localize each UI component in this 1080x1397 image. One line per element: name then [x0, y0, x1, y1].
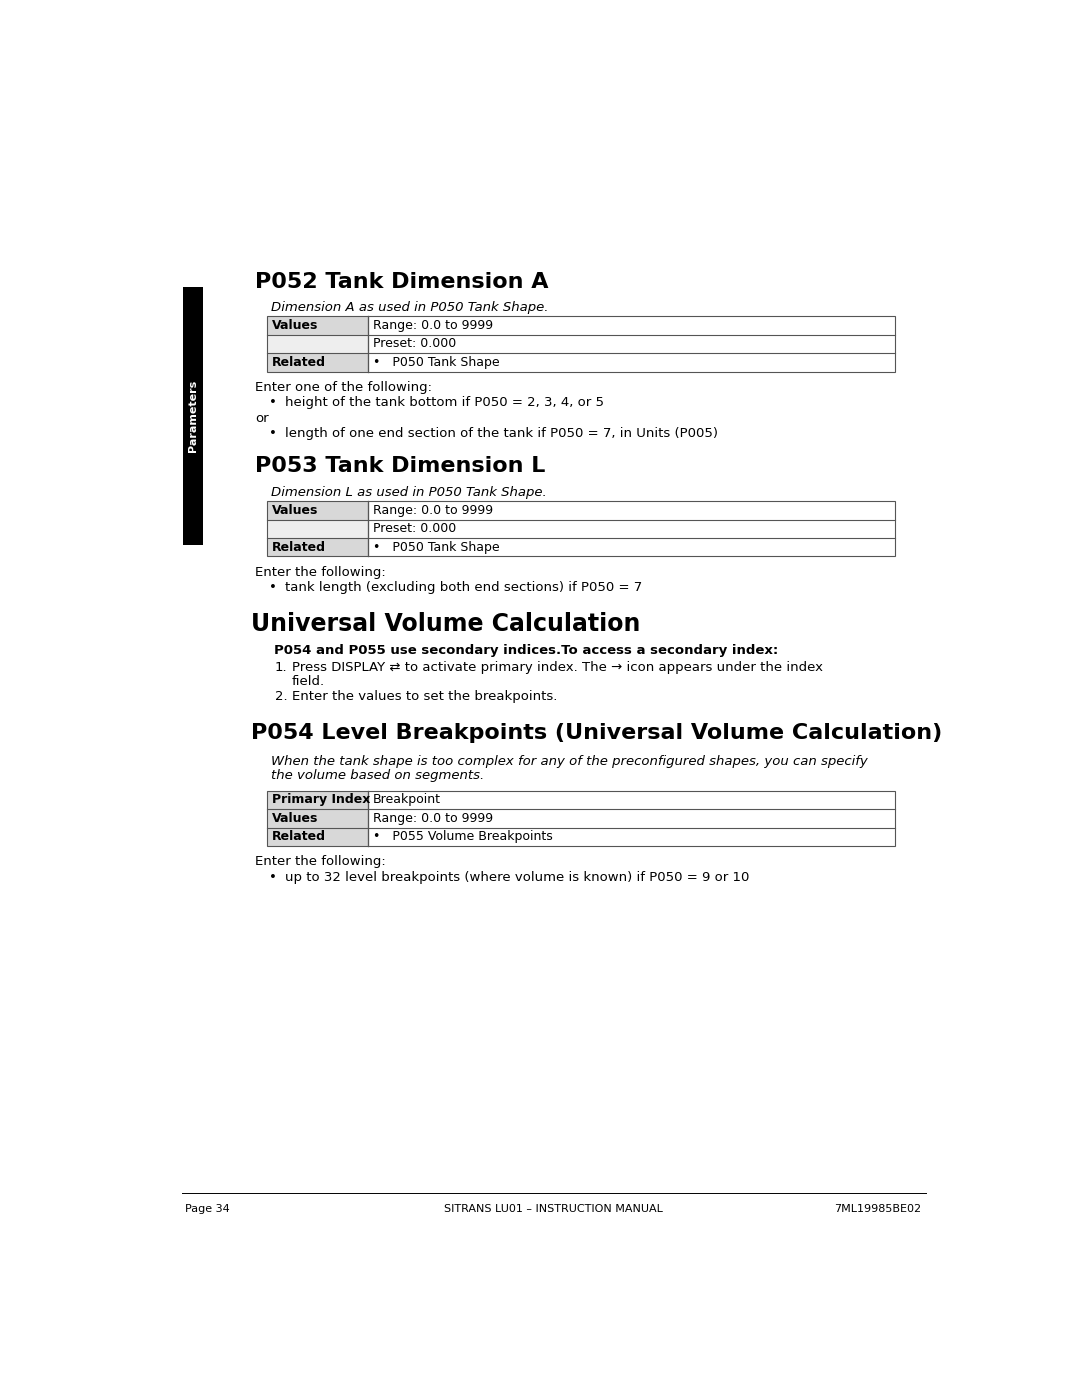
Text: Range: 0.0 to 9999: Range: 0.0 to 9999 [373, 504, 494, 517]
Text: Primary Index: Primary Index [272, 793, 370, 806]
Text: Preset: 0.000: Preset: 0.000 [373, 338, 456, 351]
Text: Values: Values [272, 812, 319, 824]
Text: 2.: 2. [274, 690, 287, 704]
Text: or: or [255, 412, 269, 425]
Text: Enter the following:: Enter the following: [255, 855, 386, 869]
Text: •: • [269, 870, 276, 884]
Text: Enter the following:: Enter the following: [255, 566, 386, 578]
Text: SITRANS LU01 – INSTRUCTION MANUAL: SITRANS LU01 – INSTRUCTION MANUAL [444, 1204, 663, 1214]
Text: •: • [269, 427, 276, 440]
Bar [367, 520, 894, 538]
Bar [267, 538, 367, 556]
Text: Universal Volume Calculation: Universal Volume Calculation [252, 612, 640, 636]
Bar [367, 791, 894, 809]
Text: When the tank shape is too complex for any of the preconfigured shapes, you can : When the tank shape is too complex for a… [271, 756, 867, 768]
Text: P053 Tank Dimension L: P053 Tank Dimension L [255, 457, 545, 476]
Bar [267, 520, 367, 538]
Text: Related: Related [272, 830, 326, 844]
Bar [367, 335, 894, 353]
Text: tank length (excluding both end sections) if P050 = 7: tank length (excluding both end sections… [284, 581, 642, 594]
Bar [367, 809, 894, 827]
Text: Enter the values to set the breakpoints.: Enter the values to set the breakpoints. [292, 690, 557, 704]
Text: height of the tank bottom if P050 = 2, 3, 4, or 5: height of the tank bottom if P050 = 2, 3… [284, 397, 604, 409]
Text: Related: Related [272, 541, 326, 553]
Text: length of one end section of the tank if P050 = 7, in Units (P005): length of one end section of the tank if… [284, 427, 717, 440]
Text: P054 and P055 use secondary indices.To access a secondary index:: P054 and P055 use secondary indices.To a… [274, 644, 779, 657]
Text: Range: 0.0 to 9999: Range: 0.0 to 9999 [373, 812, 494, 824]
Bar [267, 353, 367, 372]
Bar [367, 538, 894, 556]
Text: P054 Level Breakpoints (Universal Volume Calculation): P054 Level Breakpoints (Universal Volume… [252, 722, 943, 743]
Text: •   P055 Volume Breakpoints: • P055 Volume Breakpoints [373, 830, 553, 844]
Bar [267, 502, 894, 556]
Text: •   P050 Tank Shape: • P050 Tank Shape [373, 356, 500, 369]
Text: Press DISPLAY ⇄ to activate primary index. The → icon appears under the index: Press DISPLAY ⇄ to activate primary inde… [292, 661, 823, 675]
Bar [267, 502, 367, 520]
Text: Breakpoint: Breakpoint [373, 793, 441, 806]
Bar [267, 827, 367, 847]
Text: 1.: 1. [274, 661, 287, 675]
Text: •   P050 Tank Shape: • P050 Tank Shape [373, 541, 500, 553]
Text: •: • [269, 397, 276, 409]
Text: up to 32 level breakpoints (where volume is known) if P050 = 9 or 10: up to 32 level breakpoints (where volume… [284, 870, 748, 884]
Bar [367, 353, 894, 372]
Text: Enter one of the following:: Enter one of the following: [255, 381, 432, 394]
Bar [367, 827, 894, 847]
Text: Preset: 0.000: Preset: 0.000 [373, 522, 456, 535]
Bar [267, 791, 894, 847]
Text: Range: 0.0 to 9999: Range: 0.0 to 9999 [373, 319, 494, 332]
Text: field.: field. [292, 675, 325, 689]
Text: the volume based on segments.: the volume based on segments. [271, 768, 484, 782]
Text: 7ML19985BE02: 7ML19985BE02 [835, 1204, 921, 1214]
Bar [183, 286, 203, 545]
Text: Related: Related [272, 356, 326, 369]
Text: Page 34: Page 34 [186, 1204, 230, 1214]
Bar [367, 316, 894, 335]
Text: P052 Tank Dimension A: P052 Tank Dimension A [255, 271, 549, 292]
Bar [267, 316, 367, 335]
Bar [267, 335, 367, 353]
Text: Dimension A as used in P050 Tank Shape.: Dimension A as used in P050 Tank Shape. [271, 300, 549, 314]
Bar [267, 316, 894, 372]
Bar [367, 502, 894, 520]
Text: Values: Values [272, 504, 319, 517]
Text: Parameters: Parameters [188, 380, 198, 453]
Text: •: • [269, 581, 276, 594]
Text: Values: Values [272, 319, 319, 332]
Bar [267, 791, 367, 809]
Bar [267, 809, 367, 827]
Text: Dimension L as used in P050 Tank Shape.: Dimension L as used in P050 Tank Shape. [271, 486, 546, 499]
